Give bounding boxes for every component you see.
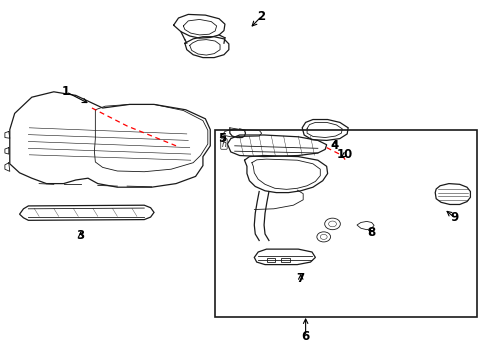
Bar [281, 258, 289, 262]
Text: 5: 5 [218, 132, 226, 145]
Bar [266, 258, 275, 262]
Text: 8: 8 [367, 226, 375, 239]
Text: 7: 7 [296, 273, 304, 285]
Text: 9: 9 [450, 211, 458, 224]
Text: 10: 10 [336, 148, 352, 161]
Text: 1: 1 [62, 85, 70, 98]
Text: 3: 3 [77, 229, 84, 242]
Text: 6: 6 [301, 330, 309, 343]
Bar [215, 130, 476, 317]
Text: n: n [221, 140, 226, 149]
Text: 2: 2 [257, 10, 265, 23]
Text: 4: 4 [330, 139, 338, 152]
